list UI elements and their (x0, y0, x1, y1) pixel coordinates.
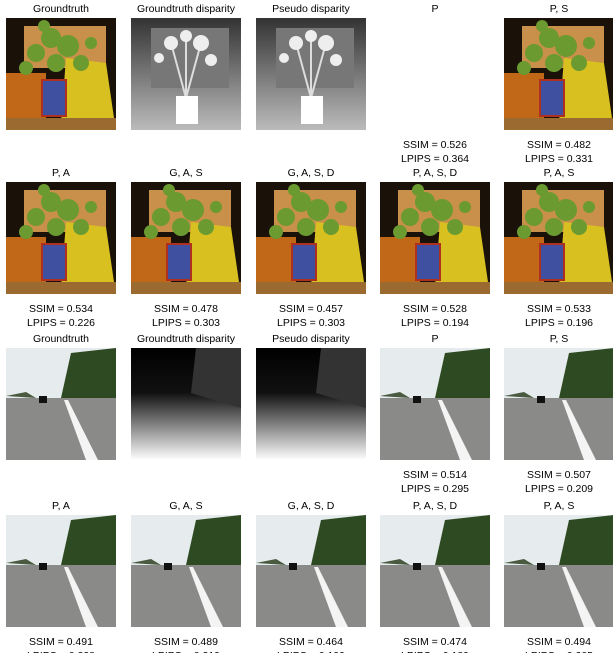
panel-image (6, 18, 116, 130)
panel-title: P, A, S (544, 167, 575, 179)
panel-image (380, 182, 490, 294)
metric-label: SSIM = 0.528 (403, 303, 467, 315)
panel-image (256, 515, 366, 627)
panel-title: P, A (52, 500, 70, 512)
metric-label: SSIM = 0.533 (527, 303, 591, 315)
panel-title: G, A, S, D (288, 500, 335, 512)
panel-title: P (431, 3, 438, 15)
panel-image (504, 182, 613, 294)
metric-label: SSIM = 0.494 (527, 636, 591, 648)
panel-image (256, 348, 366, 460)
panel-title: Groundtruth disparity (137, 333, 236, 345)
panel-title: P, A, S, D (413, 500, 458, 512)
panel-image (131, 515, 241, 627)
metric-label: SSIM = 0.482 (527, 139, 591, 151)
panel-title: P, A, S, D (413, 167, 458, 179)
metric-label: SSIM = 0.526 (403, 139, 467, 151)
metric-label: LPIPS = 0.196 (525, 317, 593, 329)
panel-image (131, 182, 241, 294)
metric-label: SSIM = 0.534 (29, 303, 93, 315)
panel-image (380, 515, 490, 627)
panel-title: G, A, S (169, 500, 202, 512)
panel-title: P, S (550, 3, 569, 15)
panel-title: P (431, 333, 438, 345)
metric-label: LPIPS = 0.331 (525, 153, 593, 165)
panel-image (380, 348, 490, 460)
panel-image (131, 18, 241, 130)
metric-label: LPIPS = 0.303 (152, 317, 220, 329)
panel-title: Pseudo disparity (272, 333, 350, 345)
panel-title: P, A (52, 167, 70, 179)
panel-image (504, 18, 613, 130)
metric-label: SSIM = 0.507 (527, 469, 591, 481)
metric-label: SSIM = 0.491 (29, 636, 93, 648)
panel-title: G, A, S, D (288, 167, 335, 179)
metric-label: LPIPS = 0.226 (27, 317, 95, 329)
panel-image (256, 18, 366, 130)
panel-image (6, 182, 116, 294)
panel-title: Groundtruth disparity (137, 3, 236, 15)
panel-image (256, 182, 366, 294)
panel-title: G, A, S (169, 167, 202, 179)
panel-image (504, 348, 613, 460)
panel-image (380, 18, 490, 130)
metric-label: LPIPS = 0.194 (401, 317, 469, 329)
panel-image (131, 348, 241, 460)
metric-label: SSIM = 0.474 (403, 636, 467, 648)
panel-title: Groundtruth (33, 3, 89, 15)
metric-label: SSIM = 0.464 (279, 636, 343, 648)
panel-image (6, 515, 116, 627)
panel-image (504, 515, 613, 627)
metric-label: SSIM = 0.478 (154, 303, 218, 315)
metric-label: LPIPS = 0.364 (401, 153, 469, 165)
metric-label: LPIPS = 0.295 (401, 483, 469, 495)
metric-label: SSIM = 0.489 (154, 636, 218, 648)
metric-label: LPIPS = 0.303 (277, 317, 345, 329)
metric-label: SSIM = 0.457 (279, 303, 343, 315)
panel-title: P, A, S (544, 500, 575, 512)
panel-title: P, S (550, 333, 569, 345)
panel-title: Groundtruth (33, 333, 89, 345)
panel-image (6, 348, 116, 460)
panel-title: Pseudo disparity (272, 3, 350, 15)
metric-label: SSIM = 0.514 (403, 469, 467, 481)
metric-label: LPIPS = 0.209 (525, 483, 593, 495)
